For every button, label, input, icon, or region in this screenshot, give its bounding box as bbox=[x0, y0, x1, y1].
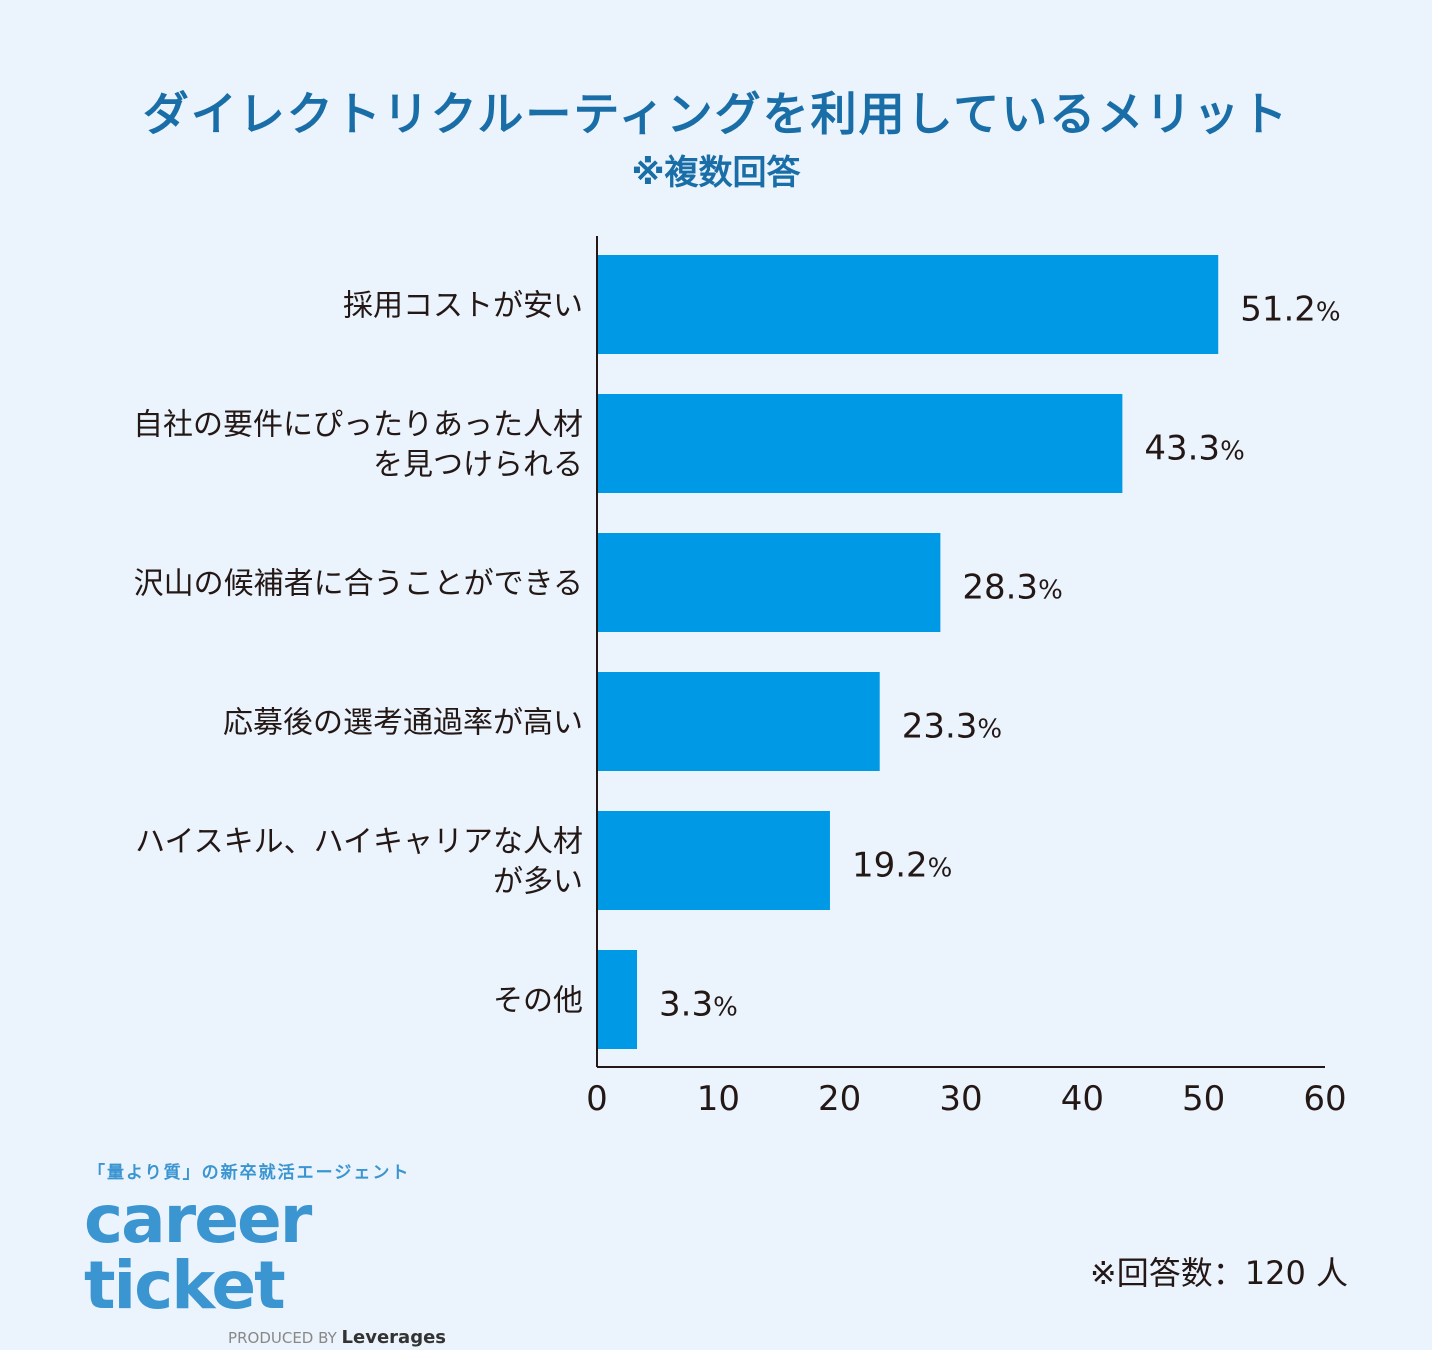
category-label-2: 沢山の候補者に合うことができる bbox=[134, 567, 583, 602]
x-tick-label-20: 20 bbox=[818, 1079, 861, 1119]
category-label-4-line-0: ハイスキル、ハイキャリアな人材 bbox=[135, 825, 583, 860]
x-tick-label-40: 40 bbox=[1061, 1079, 1104, 1119]
category-label-1-line-1: を見つけられる bbox=[373, 448, 583, 483]
category-label-3: 応募後の選考通過率が高い bbox=[223, 706, 583, 741]
x-tick-label-30: 30 bbox=[939, 1079, 982, 1119]
category-label-4-line-1: が多い bbox=[493, 865, 583, 900]
bar-3 bbox=[597, 672, 880, 771]
value-label-0: 51.2% bbox=[1240, 290, 1340, 330]
bar-4 bbox=[597, 811, 830, 910]
bar-2 bbox=[597, 533, 941, 632]
logo-produced-by: PRODUCED BY Leverages bbox=[84, 1327, 454, 1348]
bar-0 bbox=[597, 255, 1219, 354]
chart-subtitle: ※複数回答 bbox=[631, 153, 801, 193]
career-ticket-logo: 「量より質」の新卒就活エージェント career ticket PRODUCED… bbox=[84, 1158, 454, 1348]
value-label-3: 23.3% bbox=[902, 707, 1002, 747]
category-label-1-line-0: 自社の要件にぴったりあった人材 bbox=[133, 408, 583, 443]
value-label-1: 43.3% bbox=[1144, 429, 1244, 469]
bar-1 bbox=[597, 394, 1123, 493]
value-label-5: 3.3% bbox=[659, 985, 738, 1025]
x-tick-label-10: 10 bbox=[697, 1079, 740, 1119]
category-label-5: その他 bbox=[493, 984, 583, 1019]
logo-wordmark: career ticket bbox=[84, 1181, 312, 1324]
x-tick-label-60: 60 bbox=[1303, 1079, 1346, 1119]
category-label-0: 採用コストが安い bbox=[343, 289, 583, 324]
x-tick-label-0: 0 bbox=[586, 1079, 608, 1119]
produced-by-text: PRODUCED BY bbox=[228, 1329, 337, 1347]
value-label-2: 28.3% bbox=[962, 568, 1062, 608]
company-name: Leverages bbox=[341, 1327, 446, 1348]
bar-5 bbox=[597, 950, 638, 1049]
x-tick-label-50: 50 bbox=[1182, 1079, 1225, 1119]
logo-tagline: 「量より質」の新卒就活エージェント bbox=[88, 1163, 411, 1183]
respondent-count: ※回答数：120 人 bbox=[1089, 1254, 1348, 1292]
value-label-4: 19.2% bbox=[852, 846, 952, 886]
chart-title: ダイレクトリクルーティングを利用しているメリット bbox=[142, 87, 1290, 141]
